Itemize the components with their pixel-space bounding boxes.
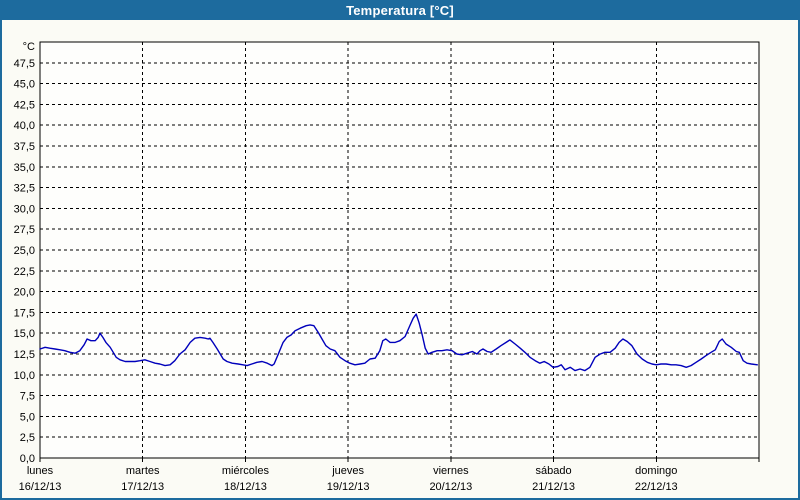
temperature-line xyxy=(39,313,758,372)
svg-text:35,0: 35,0 xyxy=(14,162,35,174)
svg-text:10,0: 10,0 xyxy=(14,370,35,382)
date-label: 16/12/13 xyxy=(19,481,62,493)
day-label: viernes xyxy=(433,465,469,477)
day-label: jueves xyxy=(331,465,364,477)
y-axis-labels: 47,5 45,0 42,5 40,0 37,5 35,0 32,5 30,0 27,5 25,0… xyxy=(14,58,35,465)
day-label: martes xyxy=(126,465,160,477)
day-label: domingo xyxy=(635,465,677,477)
date-label: 22/12/13 xyxy=(635,481,678,493)
svg-text:25,0: 25,0 xyxy=(14,245,35,257)
svg-text:17,5: 17,5 xyxy=(14,307,35,319)
svg-text:45,0: 45,0 xyxy=(14,79,35,91)
svg-text:7,5: 7,5 xyxy=(20,391,35,403)
date-label: 20/12/13 xyxy=(429,481,472,493)
y-axis-unit-label: °C xyxy=(23,41,35,53)
svg-text:12,5: 12,5 xyxy=(14,349,35,361)
date-label: 18/12/13 xyxy=(224,481,267,493)
svg-text:2,5: 2,5 xyxy=(20,432,35,444)
plot-area: 47,5 45,0 42,5 40,0 37,5 35,0 32,5 30,0 27,5 25,0… xyxy=(2,20,798,498)
plot-border xyxy=(39,41,760,459)
x-axis-ticks xyxy=(39,458,760,462)
svg-text:40,0: 40,0 xyxy=(14,120,35,132)
svg-text:22,5: 22,5 xyxy=(14,266,35,278)
svg-text:27,5: 27,5 xyxy=(14,224,35,236)
svg-text:30,0: 30,0 xyxy=(14,203,35,215)
svg-text:42,5: 42,5 xyxy=(14,99,35,111)
date-label: 19/12/13 xyxy=(327,481,370,493)
svg-text:5,0: 5,0 xyxy=(20,411,35,423)
day-label: lunes xyxy=(27,465,54,477)
plot-background xyxy=(40,42,759,458)
svg-text:37,5: 37,5 xyxy=(14,141,35,153)
x-axis-labels: lunes 16/12/13 martes 17/12/13 miércoles 18/1… xyxy=(19,465,678,493)
chart-title: Temperatura [°C] xyxy=(346,3,454,18)
day-label: miércoles xyxy=(222,465,270,477)
chart-svg: 47,5 45,0 42,5 40,0 37,5 35,0 32,5 30,0 27,5 25,0… xyxy=(14,41,760,493)
svg-text:15,0: 15,0 xyxy=(14,328,35,340)
date-label: 17/12/13 xyxy=(121,481,164,493)
day-label: sábado xyxy=(536,465,572,477)
svg-text:47,5: 47,5 xyxy=(14,58,35,70)
svg-text:0,0: 0,0 xyxy=(20,453,35,465)
date-label: 21/12/13 xyxy=(532,481,575,493)
svg-text:20,0: 20,0 xyxy=(14,287,35,299)
chart-titlebar: Temperatura [°C] xyxy=(2,2,798,20)
svg-text:32,5: 32,5 xyxy=(14,183,35,195)
